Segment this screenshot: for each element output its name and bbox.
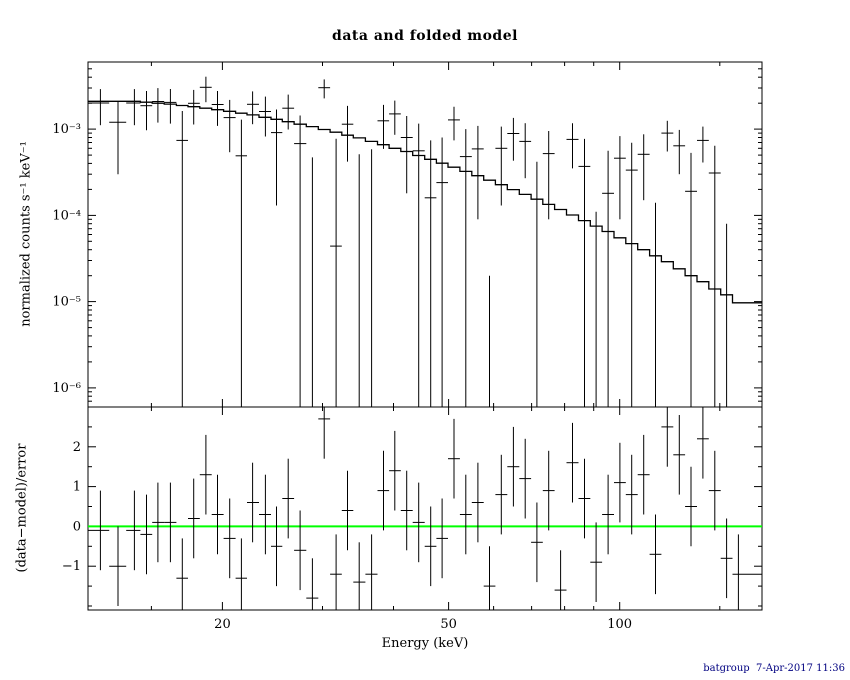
- svg-text:10⁻⁴: 10⁻⁴: [52, 208, 81, 223]
- bottom-panel-frame: [87, 406, 763, 611]
- svg-text:2: 2: [73, 440, 81, 455]
- svg-text:−1: −1: [62, 559, 81, 574]
- svg-text:10⁻⁶: 10⁻⁶: [52, 381, 81, 396]
- svg-text:1: 1: [73, 480, 81, 495]
- svg-text:50: 50: [440, 617, 457, 632]
- svg-text:0: 0: [73, 519, 81, 534]
- top-panel-frame: [87, 61, 763, 408]
- model-line: [88, 100, 762, 304]
- svg-text:100: 100: [607, 617, 632, 632]
- svg-text:10⁻⁵: 10⁻⁵: [52, 295, 81, 310]
- svg-text:20: 20: [214, 617, 231, 632]
- svg-text:10⁻³: 10⁻³: [52, 122, 81, 137]
- data-points: [88, 76, 762, 610]
- x-axis-label: Energy (keV): [381, 636, 469, 651]
- plot-title: data and folded model: [332, 28, 518, 44]
- plot-footer-stamp: batgroup 7-Apr-2017 11:36: [703, 663, 845, 674]
